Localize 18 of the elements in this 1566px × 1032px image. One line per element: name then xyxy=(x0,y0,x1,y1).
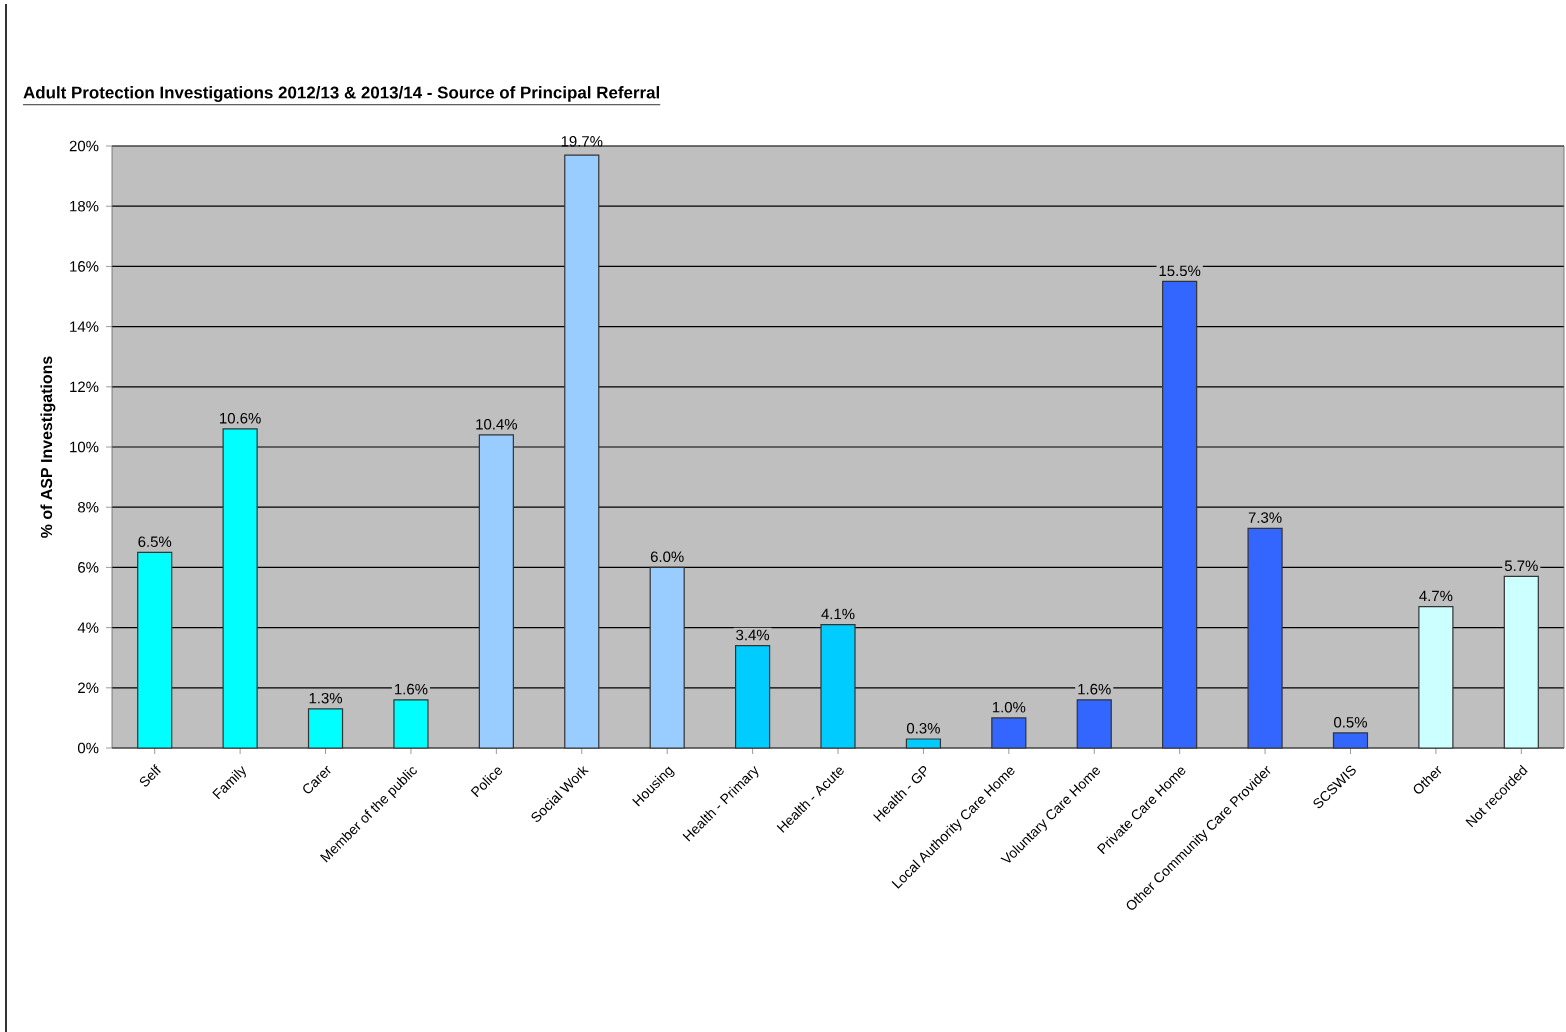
bar xyxy=(1162,280,1198,749)
bar xyxy=(820,624,856,749)
bar xyxy=(564,154,600,749)
chart-title: Adult Protection Investigations 2012/13 & 2013/14 - Source of Principal Referral xyxy=(23,86,660,102)
bar xyxy=(991,717,1027,749)
bar xyxy=(1076,699,1112,749)
bar xyxy=(905,738,942,749)
bar xyxy=(137,551,173,749)
bar xyxy=(1418,605,1454,749)
bar xyxy=(393,699,429,749)
bar xyxy=(734,645,771,749)
bar xyxy=(307,708,344,749)
bar xyxy=(1247,527,1283,749)
bar xyxy=(478,434,514,749)
bar xyxy=(649,566,685,749)
bar xyxy=(1332,732,1369,749)
bar xyxy=(222,428,258,749)
bar xyxy=(1503,575,1539,749)
